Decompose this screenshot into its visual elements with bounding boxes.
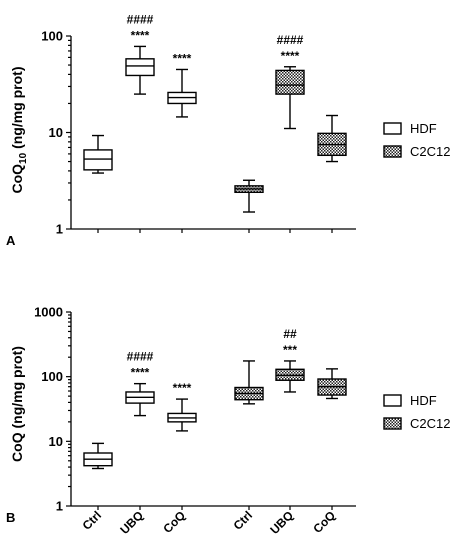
- significance-annotation: ####: [277, 33, 304, 47]
- y-axis-label: CoQ (ng/mg prot): [9, 346, 25, 462]
- y-tick-label: 1: [56, 499, 63, 514]
- y-tick-label: 1000: [34, 305, 63, 320]
- box-c2c12-coq: [317, 368, 347, 400]
- significance-annotation: ***: [283, 343, 297, 357]
- significance-annotation: ####: [127, 350, 154, 364]
- x-tick-label: Ctrl: [80, 508, 105, 533]
- legend-label: C2C12: [410, 144, 450, 159]
- significance-annotation: ####: [127, 12, 154, 26]
- box-iqr: [275, 69, 305, 95]
- box-iqr: [83, 149, 113, 171]
- legend-swatch: [383, 394, 402, 407]
- significance-annotation: ##: [283, 327, 297, 341]
- box-hdf-ubq: #### ****: [125, 350, 155, 417]
- legend-swatch: [383, 417, 402, 430]
- legend: HDF C2C12: [383, 121, 450, 159]
- panel-letter: B: [6, 510, 15, 525]
- box-c2c12-ctrl: [234, 179, 264, 213]
- x-tick-label: UBQ: [117, 508, 146, 537]
- x-tick-label: CoQ: [160, 508, 188, 536]
- significance-annotation: ****: [131, 366, 150, 380]
- legend-label: HDF: [410, 393, 437, 408]
- x-tick-label: CoQ: [310, 508, 338, 536]
- y-tick-label: 10: [49, 125, 63, 140]
- significance-annotation: ****: [131, 28, 150, 42]
- legend-swatch: [383, 122, 402, 135]
- panel-letter: A: [6, 233, 16, 248]
- box-c2c12-coq: [317, 114, 347, 163]
- y-tick-label: 100: [41, 29, 63, 44]
- y-tick-label: 1: [56, 222, 63, 237]
- legend-swatch: [383, 145, 402, 158]
- y-axis-label: CoQ10 (ng/mg prot): [9, 67, 29, 194]
- box-hdf-coq: ****: [167, 51, 197, 118]
- box-c2c12-ubq: ## ***: [275, 327, 305, 393]
- box-hdf-ctrl: [83, 134, 113, 174]
- y-tick-label: 10: [49, 434, 63, 449]
- significance-annotation: ****: [173, 51, 192, 65]
- x-tick-label: Ctrl: [231, 508, 256, 533]
- box-hdf-coq: ****: [167, 381, 197, 432]
- box-c2c12-ubq: #### ****: [275, 33, 305, 130]
- y-tick-label: 100: [41, 369, 63, 384]
- legend: HDF C2C12: [383, 393, 450, 431]
- x-tick-label: UBQ: [267, 508, 296, 537]
- box-iqr: [125, 58, 155, 77]
- box-hdf-ubq: #### ****: [125, 12, 155, 95]
- legend-label: HDF: [410, 121, 437, 136]
- box-hdf-ctrl: [83, 442, 113, 470]
- significance-annotation: ****: [281, 49, 300, 63]
- significance-annotation: ****: [173, 381, 192, 395]
- legend-label: C2C12: [410, 416, 450, 431]
- box-c2c12-ctrl: [234, 360, 264, 405]
